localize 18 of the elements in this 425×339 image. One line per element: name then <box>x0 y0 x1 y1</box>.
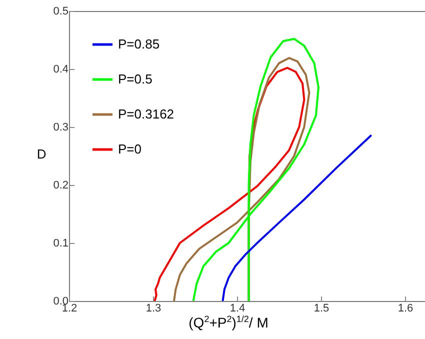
y-tick-label: 0.1 <box>53 238 68 250</box>
x-tick-label: 1.4 <box>230 302 246 314</box>
line-series <box>222 134 372 301</box>
x-tick-label: 1.3 <box>146 302 162 314</box>
legend-label: P=0 <box>118 142 142 156</box>
x-axis-title: (Q$^{2}$+P$^{2}$)$^{1/2}$/ M <box>188 314 270 331</box>
y-tick-label: 0.3 <box>53 122 68 134</box>
x-tick-label: 1.6 <box>398 302 414 314</box>
legend-label: P=0.5 <box>118 72 152 86</box>
y-tick-label: 0.5 <box>53 6 68 18</box>
y-tick-label: 0.4 <box>53 64 68 76</box>
legend-label: P=0.85 <box>118 36 160 52</box>
legend-label: P=0.3162 <box>118 106 174 122</box>
y-tick-label: 0.2 <box>53 180 68 192</box>
x-tick-label: 1.2 <box>62 302 78 314</box>
line-series <box>192 38 320 301</box>
x-tick-label: 1.5 <box>314 302 330 314</box>
y-axis-title: D <box>36 146 46 162</box>
